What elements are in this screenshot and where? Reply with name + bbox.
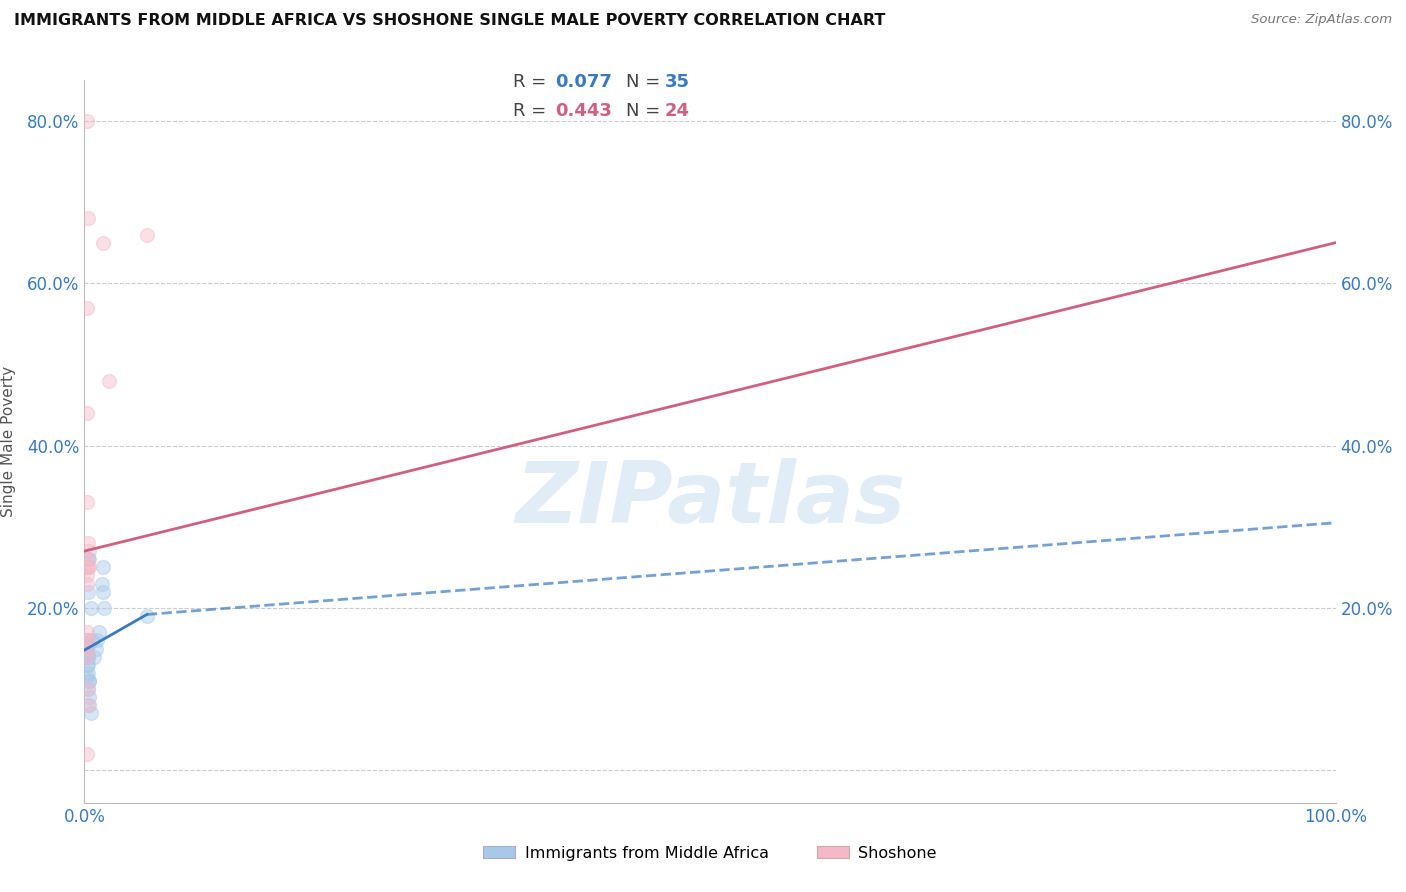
- Point: [76, 638, 98, 652]
- Point: [80, 633, 103, 648]
- Text: N =: N =: [626, 73, 665, 91]
- Point: [76, 560, 98, 574]
- Point: [79, 601, 101, 615]
- Point: [76, 495, 98, 509]
- Text: 0.077: 0.077: [555, 73, 612, 91]
- Y-axis label: Single Male Poverty: Single Male Poverty: [1, 366, 15, 517]
- Text: Source: ZipAtlas.com: Source: ZipAtlas.com: [1251, 13, 1392, 27]
- Text: 0.443: 0.443: [555, 103, 612, 120]
- Point: [136, 609, 159, 624]
- Point: [77, 682, 100, 697]
- Point: [76, 649, 98, 664]
- Point: [90, 576, 112, 591]
- Point: [77, 536, 100, 550]
- Point: [77, 657, 100, 672]
- Point: [79, 673, 101, 688]
- Text: R =: R =: [513, 103, 553, 120]
- Point: [76, 670, 98, 684]
- Point: [76, 638, 98, 652]
- Point: [91, 584, 114, 599]
- Point: [77, 638, 100, 652]
- Point: [86, 633, 108, 648]
- Point: [136, 227, 159, 242]
- Point: [91, 235, 114, 250]
- Text: ZIPatlas: ZIPatlas: [515, 458, 905, 541]
- Point: [77, 698, 100, 713]
- Point: [76, 552, 98, 566]
- Point: [76, 649, 98, 664]
- Point: [79, 552, 101, 566]
- Point: [76, 641, 98, 656]
- Point: [76, 406, 98, 420]
- Text: 24: 24: [665, 103, 690, 120]
- Point: [84, 641, 107, 656]
- Point: [76, 638, 98, 652]
- Point: [77, 560, 100, 574]
- Point: [83, 649, 105, 664]
- Point: [76, 301, 98, 315]
- Point: [77, 552, 100, 566]
- Text: N =: N =: [626, 103, 665, 120]
- Point: [98, 374, 121, 388]
- Point: [76, 638, 98, 652]
- Text: 35: 35: [665, 73, 690, 91]
- Point: [76, 568, 98, 582]
- Point: [93, 601, 115, 615]
- Point: [76, 633, 98, 648]
- Text: R =: R =: [513, 73, 553, 91]
- Point: [76, 747, 98, 761]
- Point: [77, 211, 100, 226]
- Point: [77, 665, 100, 680]
- Point: [76, 633, 98, 648]
- Point: [79, 706, 101, 721]
- Point: [91, 560, 114, 574]
- Point: [76, 638, 98, 652]
- Point: [77, 584, 100, 599]
- Legend: Immigrants from Middle Africa, Shoshone: Immigrants from Middle Africa, Shoshone: [477, 839, 943, 867]
- Point: [79, 560, 101, 574]
- Point: [77, 649, 100, 664]
- Point: [77, 649, 100, 664]
- Point: [76, 625, 98, 640]
- Point: [77, 682, 100, 697]
- Point: [79, 698, 101, 713]
- Point: [89, 625, 111, 640]
- Point: [79, 690, 101, 705]
- Text: IMMIGRANTS FROM MIDDLE AFRICA VS SHOSHONE SINGLE MALE POVERTY CORRELATION CHART: IMMIGRANTS FROM MIDDLE AFRICA VS SHOSHON…: [14, 13, 886, 29]
- Point: [79, 544, 101, 558]
- Point: [76, 657, 98, 672]
- Point: [76, 633, 98, 648]
- Point: [76, 114, 98, 128]
- Point: [79, 673, 101, 688]
- Point: [76, 641, 98, 656]
- Point: [76, 576, 98, 591]
